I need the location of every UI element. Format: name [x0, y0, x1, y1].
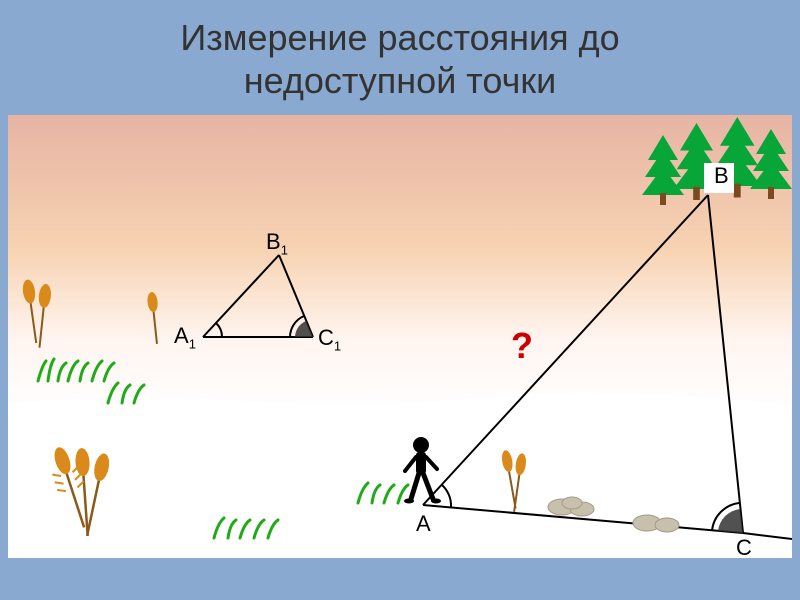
label-a1: A1 [174, 323, 196, 351]
label-c1: C1 [318, 325, 341, 353]
scene-svg [8, 115, 792, 558]
title-line-2: недоступной точки [244, 60, 556, 101]
ground [8, 405, 792, 558]
question-mark: ? [511, 325, 533, 367]
title-line-1: Измерение расстояния до [180, 17, 619, 58]
label-a1-sub: 1 [189, 336, 196, 351]
diagram-scene: A B C A1 B1 C1 ? [8, 115, 792, 558]
label-a1-letter: A [174, 323, 189, 348]
label-b1: B1 [266, 229, 288, 257]
label-c1-letter: C [318, 325, 334, 350]
label-c1-sub: 1 [334, 338, 341, 353]
label-b1-letter: B [266, 229, 281, 254]
label-c: C [736, 535, 752, 558]
slide-title: Измерение расстояния до недоступной точк… [0, 0, 800, 112]
slide-footer [0, 558, 800, 600]
label-b1-sub: 1 [281, 242, 288, 257]
label-a: A [416, 511, 431, 537]
slide-frame: Измерение расстояния до недоступной точк… [0, 0, 800, 600]
label-b: B [714, 163, 729, 189]
